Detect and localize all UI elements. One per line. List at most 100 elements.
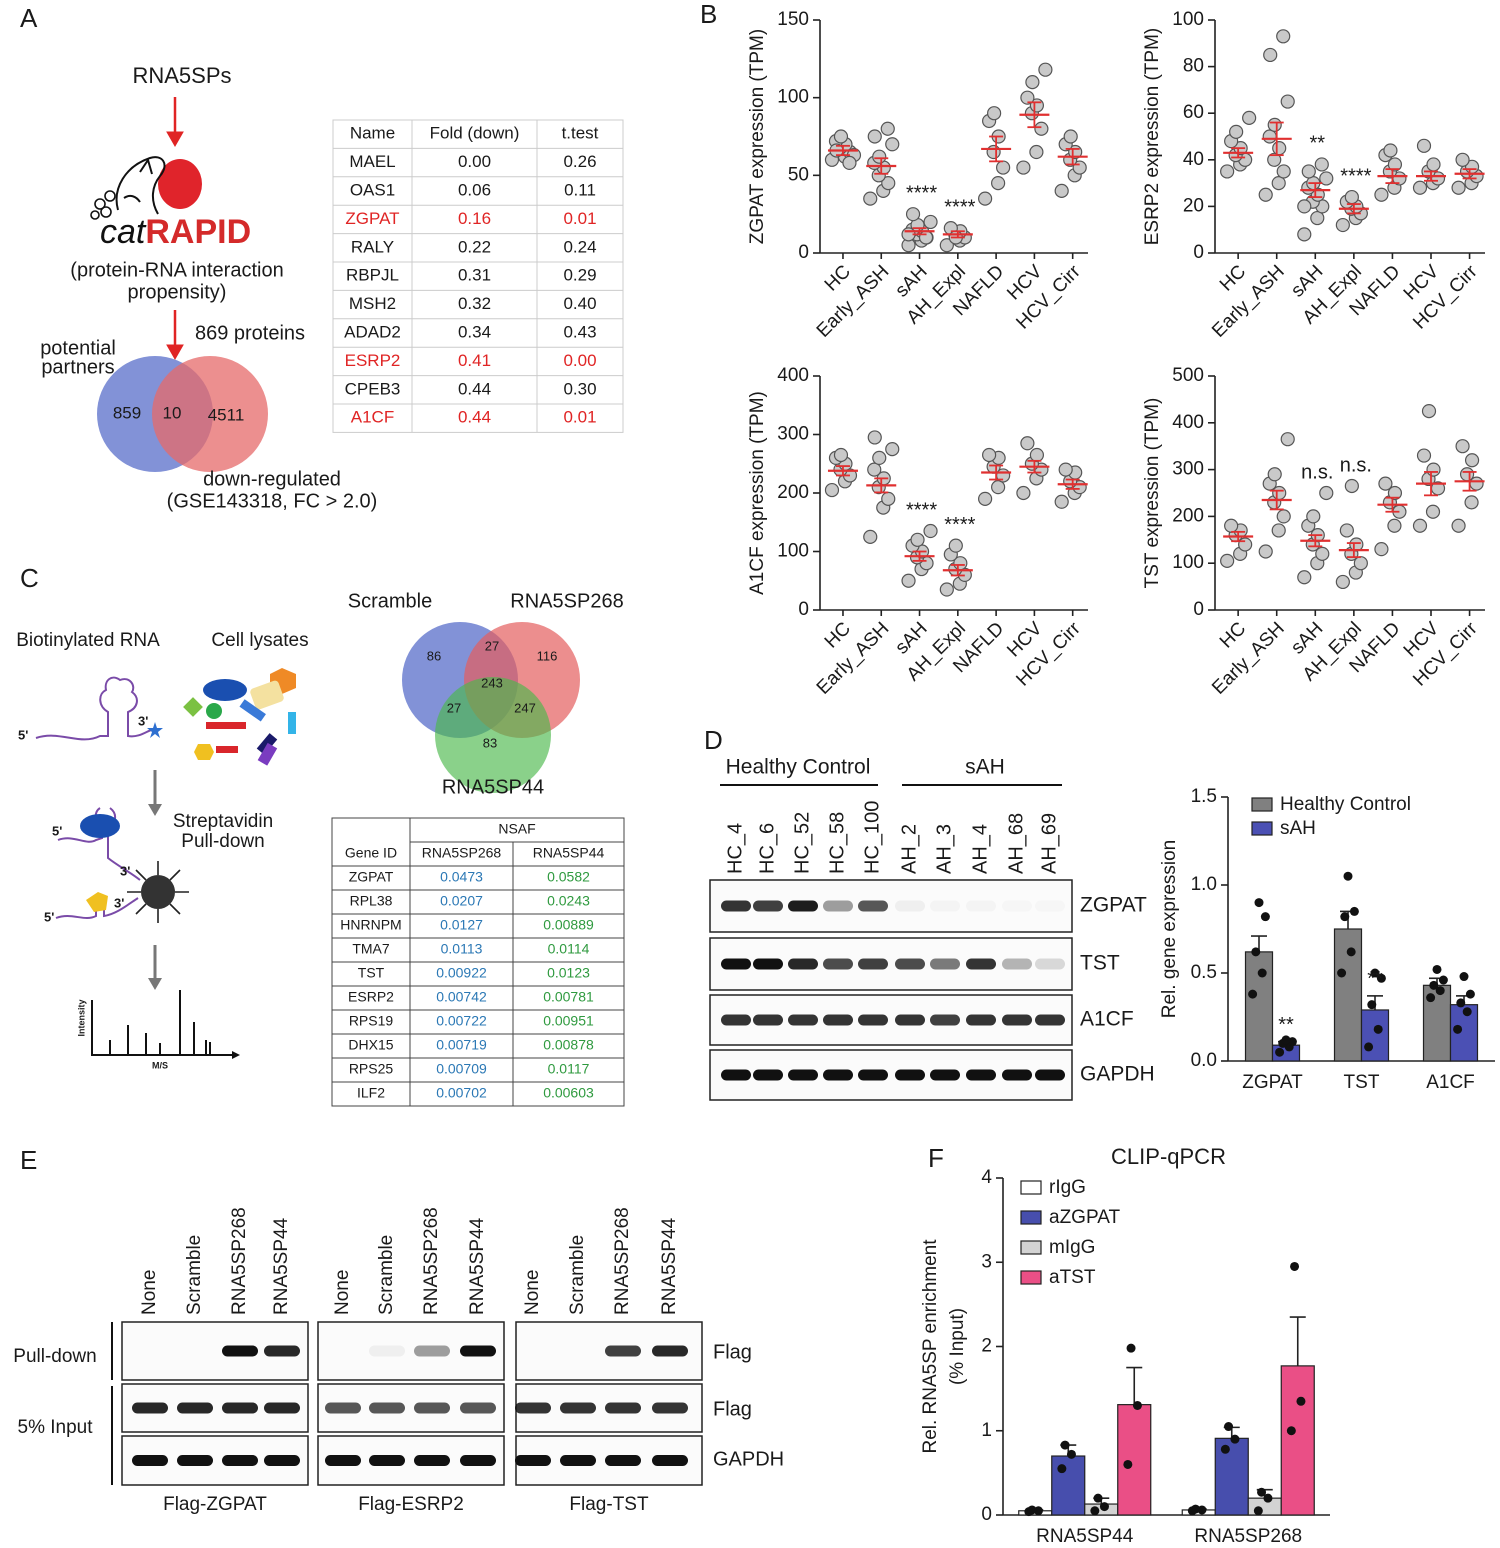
data-point (1373, 1024, 1383, 1034)
data-point (1374, 542, 1389, 557)
table-cell: RALY (351, 237, 394, 256)
table-cell: 0.29 (563, 266, 596, 285)
data-point (1242, 110, 1257, 125)
y-tick-label: 1.5 (1191, 786, 1217, 807)
lane-label: RNA5SP268 (612, 1207, 633, 1315)
lane-label: AH_68 (1005, 813, 1027, 874)
table-cell: 0.06 (458, 180, 491, 199)
blot-label: GAPDH (1080, 1063, 1155, 1086)
data-point (1093, 1493, 1103, 1503)
construct-label: Flag-ZGPAT (163, 1494, 267, 1515)
spectrum-axis: Intensity (76, 999, 86, 1036)
lane-label: Scramble (567, 1235, 588, 1315)
venn-label: RNA5SP268 (510, 590, 623, 612)
data-point (1271, 523, 1286, 538)
data-point (1462, 1007, 1472, 1017)
data-point (1383, 143, 1398, 158)
blot-band (788, 1014, 818, 1026)
table-cell: 0.22 (458, 237, 491, 256)
data-point (1290, 1261, 1300, 1271)
table-cell: ZGPAT (349, 869, 394, 885)
blot-band (753, 1069, 783, 1081)
table-cell: 0.40 (563, 294, 596, 313)
lane-label: HC_4 (724, 823, 746, 874)
data-point (1016, 160, 1031, 175)
data-point (1432, 964, 1442, 974)
bar (1244, 951, 1274, 1062)
table-cell: 0.01 (563, 408, 596, 427)
blot-band (369, 1345, 405, 1357)
panel-a-graphics-part (166, 344, 184, 361)
data-point (1451, 518, 1466, 533)
table-cell: ESRP2 (345, 351, 401, 370)
panel-c-graphics-part (148, 804, 162, 816)
table-cell: 0.0117 (548, 1061, 590, 1077)
source-label: RNA5SPs (132, 63, 231, 88)
data-point (1364, 1042, 1374, 1052)
legend-label: mIgG (1049, 1237, 1095, 1258)
lane-label: HC_58 (826, 812, 848, 874)
legend-label: aTST (1049, 1267, 1096, 1288)
venn-count: 859 (113, 403, 141, 422)
data-point (867, 462, 882, 477)
data-point (1421, 404, 1437, 419)
venn-label: (GSE143318, FC > 2.0) (167, 490, 378, 512)
table-cell: 0.00951 (543, 1013, 594, 1029)
data-point (1027, 1505, 1037, 1515)
data-point (1263, 47, 1278, 63)
row-label: Pull-down (13, 1346, 96, 1367)
blot-band (753, 958, 783, 970)
table-cell: RPS19 (349, 1013, 394, 1029)
table-cell: 0.43 (563, 322, 596, 341)
data-point (872, 149, 887, 164)
table-header: RNA5SP44 (533, 845, 605, 861)
data-point (1378, 476, 1393, 491)
table-header: Name (350, 124, 395, 143)
data-point (987, 106, 1002, 121)
table-cell: 0.30 (563, 379, 596, 398)
data-point (1374, 187, 1389, 202)
y-tick-label: 1.0 (1191, 874, 1217, 895)
y-tick-label: 200 (1172, 505, 1204, 526)
blot-band (605, 1455, 641, 1466)
data-point (824, 482, 840, 498)
blot-band (325, 1402, 361, 1414)
data-point (1297, 227, 1312, 242)
y-axis-label: Rel. gene expression (1159, 840, 1180, 1019)
blot-label: TST (1080, 952, 1120, 975)
lane-label: AH_4 (969, 824, 991, 874)
data-point (1343, 871, 1353, 881)
data-point (905, 207, 921, 222)
data-point (1262, 129, 1277, 144)
blot-band (1002, 1014, 1032, 1026)
table-cell: ADAD2 (344, 322, 401, 341)
data-point (939, 582, 954, 597)
x-tick-label: ZGPAT (1242, 1072, 1303, 1093)
data-point (901, 573, 916, 588)
data-point (1297, 199, 1312, 214)
construct-label: Flag-ESRP2 (358, 1494, 464, 1515)
data-point (1029, 447, 1045, 463)
catrapid-logo-part (123, 157, 153, 203)
lane-label: None (522, 1270, 543, 1315)
data-point (1435, 986, 1445, 996)
blot-band (1035, 901, 1065, 912)
lane-label: AH_3 (933, 824, 955, 874)
bar (1117, 1404, 1152, 1516)
legend-swatch (1020, 1210, 1042, 1225)
data-point (1370, 968, 1380, 978)
bar (1360, 1009, 1390, 1062)
panel-c-graphics-part (203, 679, 247, 701)
blot-band (823, 958, 853, 970)
rna-end: 3' (138, 713, 148, 728)
lane-label: RNA5SP268 (229, 1207, 250, 1315)
data-point (1387, 485, 1403, 501)
table-cell: 0.0207 (440, 893, 483, 909)
table-cell: OAS1 (350, 180, 395, 199)
blot-band (930, 958, 960, 970)
blot-band (460, 1402, 496, 1414)
venn-count: 10 (163, 403, 182, 422)
catrapid-logo-part (115, 156, 166, 215)
table-cell: 0.31 (458, 266, 491, 285)
blot-band (858, 1069, 888, 1081)
